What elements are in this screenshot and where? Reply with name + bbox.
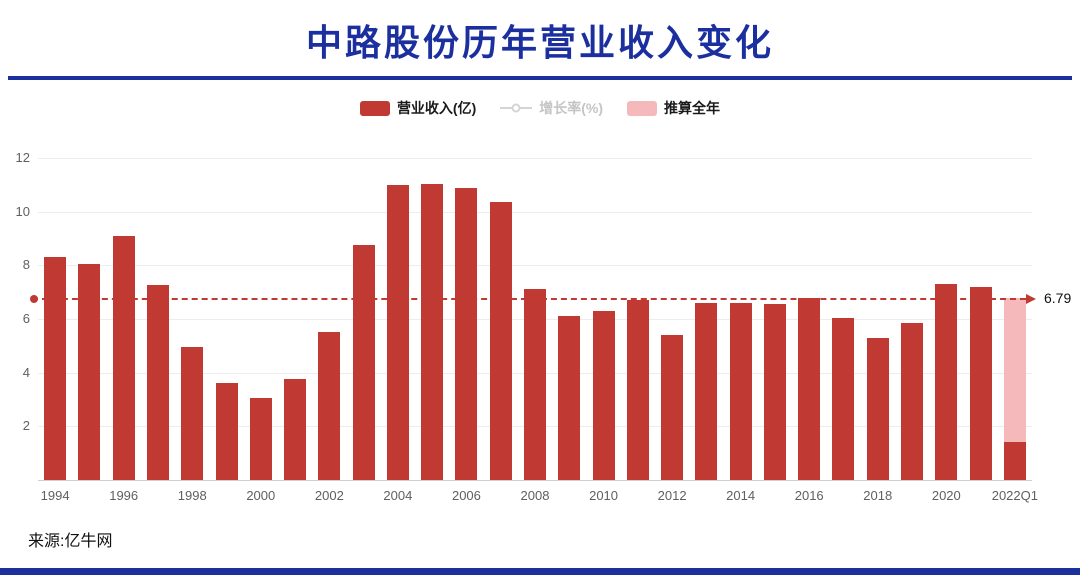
revenue-bar xyxy=(969,286,992,480)
x-axis-tick-label: 2006 xyxy=(451,488,481,503)
x-axis-tick-label: 2014 xyxy=(726,488,756,503)
bar-chart-plot-area: 2 4 6 8 10 12 1994 1996 1998 2000 2002 2004 2006 2008… xyxy=(16,150,1072,503)
revenue-bar xyxy=(146,285,169,480)
chart-title: 中路股份历年营业收入变化 xyxy=(305,22,774,63)
circle-marker-icon xyxy=(511,103,521,113)
revenue-bar xyxy=(901,323,924,480)
y-axis-tick-label: 6 xyxy=(22,311,30,326)
revenue-bar xyxy=(181,347,204,480)
x-axis-tick-label: 2022Q1 xyxy=(991,488,1038,503)
revenue-bar xyxy=(489,202,512,480)
revenue-bar xyxy=(661,335,684,480)
legend: 营业收入(亿) 增长率(%) 推算全年 xyxy=(0,98,1080,118)
revenue-bar-swatch-icon xyxy=(359,100,390,116)
revenue-bar xyxy=(524,289,546,480)
revenue-bar xyxy=(421,183,444,480)
revenue-bar xyxy=(1003,442,1026,480)
revenue-bar xyxy=(318,332,341,480)
revenue-bar xyxy=(866,337,889,480)
y-axis-tick-label: 10 xyxy=(15,203,30,219)
reference-start-dot-icon xyxy=(30,294,38,303)
revenue-bar xyxy=(284,379,307,480)
revenue-bar xyxy=(352,245,375,480)
estimate-bar-swatch-icon xyxy=(627,100,658,116)
gridline xyxy=(38,211,1032,213)
line-marker-icon xyxy=(500,103,533,113)
revenue-bar xyxy=(626,300,649,480)
revenue-bar xyxy=(695,302,718,480)
x-axis-line xyxy=(38,480,1032,481)
x-axis-tick-label: 1994 xyxy=(40,488,70,503)
revenue-bar xyxy=(112,235,135,480)
legend-item-estimate[interactable]: 推算全年 xyxy=(627,98,720,118)
x-axis-tick-label: 2004 xyxy=(383,488,413,503)
y-axis-tick-label: 4 xyxy=(22,364,30,380)
estimate-full-year-bar xyxy=(1003,297,1026,480)
legend-label-revenue: 营业收入(亿) xyxy=(396,100,477,116)
revenue-bar xyxy=(798,297,821,480)
y-axis-tick-label: 12 xyxy=(15,150,30,165)
revenue-bar xyxy=(729,302,752,480)
reference-value-label: 6.79 xyxy=(1044,289,1072,306)
reference-arrow-icon xyxy=(1026,293,1036,304)
source-credit: 来源:亿牛网 xyxy=(28,533,113,550)
x-axis-tick-label: 1998 xyxy=(177,488,207,503)
x-axis-tick-label: 2012 xyxy=(657,488,687,503)
x-axis-tick-label: 2020 xyxy=(931,488,961,503)
x-axis-tick-label: 1996 xyxy=(109,488,139,503)
title-divider xyxy=(8,76,1072,80)
revenue-bar xyxy=(386,184,409,480)
revenue-bar xyxy=(249,398,272,480)
x-axis-tick-label: 2010 xyxy=(589,488,619,503)
x-axis-tick-label: 2000 xyxy=(246,488,276,503)
legend-item-growth-rate[interactable]: 增长率(%) xyxy=(500,98,603,118)
x-axis-tick-label: 2008 xyxy=(520,488,550,503)
revenue-bar xyxy=(44,257,67,480)
reference-dashed-line xyxy=(32,297,1026,300)
y-axis-tick-label: 2 xyxy=(22,418,30,434)
x-axis-tick-label: 2018 xyxy=(863,488,893,503)
revenue-bar xyxy=(832,317,855,480)
revenue-bar xyxy=(455,187,478,480)
revenue-bar xyxy=(558,316,581,480)
legend-label-estimate: 推算全年 xyxy=(664,100,721,116)
legend-label-growth-rate: 增长率(%) xyxy=(539,100,604,116)
revenue-bar xyxy=(215,383,238,480)
footer-accent-bar xyxy=(0,568,1080,575)
x-axis-tick-label: 2016 xyxy=(794,488,824,503)
revenue-bar xyxy=(78,264,101,480)
revenue-bar xyxy=(935,284,958,480)
gridline xyxy=(38,158,1032,159)
y-axis-tick-label: 8 xyxy=(22,257,30,273)
legend-item-revenue[interactable]: 营业收入(亿) xyxy=(359,98,477,118)
gridline xyxy=(38,265,1032,267)
revenue-bar xyxy=(592,310,615,480)
x-axis-tick-label: 2002 xyxy=(314,488,344,503)
revenue-bar xyxy=(763,304,786,480)
